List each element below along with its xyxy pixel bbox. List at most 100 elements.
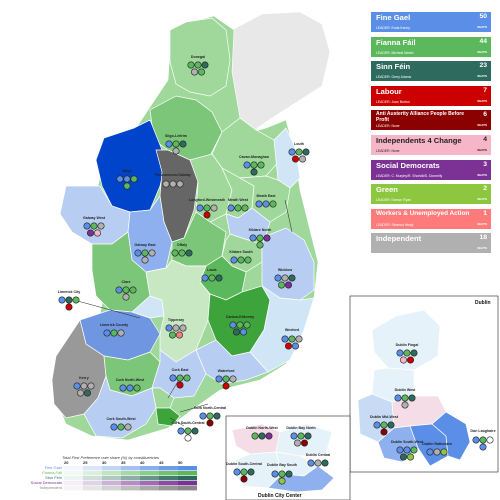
seat-marker-sd bbox=[265, 432, 273, 440]
seat-marker-ff bbox=[194, 61, 202, 69]
seat-marker-fg bbox=[58, 296, 66, 304]
constituency-cork-east[interactable] bbox=[151, 349, 207, 399]
seat-marker-aaa bbox=[206, 419, 214, 427]
party-name: Social Democrats bbox=[376, 160, 440, 170]
label-clare: Clare bbox=[122, 280, 131, 284]
label-meath-west: Meath West bbox=[228, 198, 249, 202]
seat-marker-lab bbox=[203, 211, 211, 219]
seat-markers bbox=[58, 61, 494, 485]
scale-title: Total First Preference vote share (%) by… bbox=[62, 455, 159, 460]
seat-marker-ind bbox=[172, 324, 180, 332]
label-kildare-north: Kildare North bbox=[249, 228, 272, 232]
seat-marker-sf bbox=[247, 468, 255, 476]
scale-gradient-cells bbox=[64, 466, 197, 491]
constituency-donegal[interactable] bbox=[169, 17, 231, 97]
label-dublin-bay-south: Dublin Bay South bbox=[267, 463, 297, 467]
seat-marker-ff bbox=[122, 286, 130, 294]
seat-marker-wua bbox=[176, 331, 184, 339]
dun-laoghaire[interactable] bbox=[431, 411, 471, 461]
party-seats: 1 bbox=[483, 209, 487, 217]
constituency-tipperary[interactable] bbox=[145, 259, 211, 363]
constituency-mayo[interactable] bbox=[95, 119, 167, 213]
label-dublin-rathdown: Dublin Rathdown bbox=[422, 442, 452, 446]
label-waterford: Waterford bbox=[218, 369, 235, 373]
seat-marker-fg bbox=[134, 249, 142, 257]
seat-marker-ff bbox=[110, 329, 118, 337]
scale-cell bbox=[121, 486, 140, 491]
seat-marker-ff bbox=[129, 286, 137, 294]
seat-marker-sf bbox=[215, 274, 223, 282]
scale-tick: 25 bbox=[83, 460, 88, 465]
seat-marker-aaa bbox=[240, 475, 248, 483]
seat-marker-sf bbox=[258, 432, 266, 440]
scale-cell bbox=[178, 476, 197, 481]
seat-marker-ff bbox=[240, 468, 248, 476]
label-wicklow: Wicklow bbox=[278, 268, 293, 272]
seat-marker-fg bbox=[73, 382, 81, 390]
seat-marker-fg bbox=[115, 286, 123, 294]
seat-marker-aaa bbox=[380, 428, 388, 436]
constituency-meath-east[interactable] bbox=[238, 175, 291, 223]
seat-marker-lab bbox=[406, 356, 414, 364]
scale-cell bbox=[64, 471, 83, 476]
party-fianna-fail: Fianna Fáil LEADER: Micheál Martin 44 SE… bbox=[371, 36, 491, 57]
party-name: Fianna Fáil bbox=[376, 37, 416, 47]
seat-marker-ff bbox=[403, 349, 411, 357]
label-kildare-south: Kildare South bbox=[229, 250, 252, 254]
party-seats: 4 bbox=[483, 135, 487, 143]
scale-cell bbox=[83, 471, 102, 476]
seat-marker-sd bbox=[284, 281, 292, 289]
party-seats-label: SEATS bbox=[477, 49, 487, 54]
party-name: Fine Gael bbox=[376, 13, 411, 22]
seat-marker-ff bbox=[278, 470, 286, 478]
scale-cell bbox=[178, 466, 197, 471]
seat-marker-ff bbox=[269, 200, 277, 208]
seat-marker-lab bbox=[176, 381, 184, 389]
seat-marker-fg bbox=[103, 329, 111, 337]
label-dublin-central: Dublin Central bbox=[306, 453, 331, 457]
party-seats: 50 bbox=[479, 13, 487, 20]
party-seats: 2 bbox=[483, 185, 487, 193]
party-independents-4-change: Independents 4 Change LEADER: None 4 SEA… bbox=[371, 134, 491, 155]
constituency-cork-south-central[interactable] bbox=[155, 407, 181, 427]
scale-cell bbox=[64, 466, 83, 471]
scale-cell bbox=[159, 466, 178, 471]
seat-marker-fg bbox=[233, 468, 241, 476]
constituency-cork-south-west[interactable] bbox=[83, 374, 157, 439]
seat-marker-ind bbox=[124, 423, 132, 431]
seat-marker-fg bbox=[396, 446, 404, 454]
party-seats-label: SEATS bbox=[477, 74, 487, 79]
seat-marker-ff bbox=[295, 148, 303, 156]
label-wexford: Wexford bbox=[285, 328, 299, 332]
seat-marker-fg bbox=[227, 204, 235, 212]
scale-cell bbox=[102, 486, 121, 491]
scale-cell bbox=[159, 471, 178, 476]
seat-marker-fg bbox=[472, 436, 480, 444]
seat-marker-sf bbox=[399, 453, 407, 461]
seat-marker-ff bbox=[208, 274, 216, 282]
party-fine-gael: Fine Gael LEADER: Enda Kenny 50 SEATS bbox=[371, 12, 491, 32]
scale-cell bbox=[159, 481, 178, 486]
dublin-bay-south[interactable] bbox=[267, 465, 335, 493]
seat-marker-sf bbox=[288, 274, 296, 282]
seat-marker-ind bbox=[210, 204, 218, 212]
seat-marker-ff bbox=[172, 140, 180, 148]
label-donegal: Donegal bbox=[191, 55, 205, 59]
party-seats: 18 bbox=[479, 234, 487, 242]
constituency-louth[interactable] bbox=[273, 127, 301, 189]
scale-cell bbox=[102, 471, 121, 476]
seat-marker-ind bbox=[97, 222, 105, 230]
seat-marker-ff bbox=[141, 249, 149, 257]
seat-marker-ff bbox=[236, 321, 244, 329]
seat-marker-fg bbox=[291, 342, 299, 350]
seat-marker-fg bbox=[281, 335, 289, 343]
dublin-fingal[interactable] bbox=[371, 309, 441, 371]
constituency-wexford[interactable] bbox=[249, 285, 315, 373]
vote-share-scale: Total First Preference vote share (%) by… bbox=[16, 455, 201, 495]
label-dublin-fingal: Dublin Fingal bbox=[396, 343, 419, 347]
constituency-waterford[interactable] bbox=[195, 339, 269, 385]
scale-cell bbox=[64, 486, 83, 491]
scale-row-label: Sinn Féin bbox=[45, 475, 62, 480]
label-dublin-north-west: Dublin North-West bbox=[246, 426, 278, 430]
